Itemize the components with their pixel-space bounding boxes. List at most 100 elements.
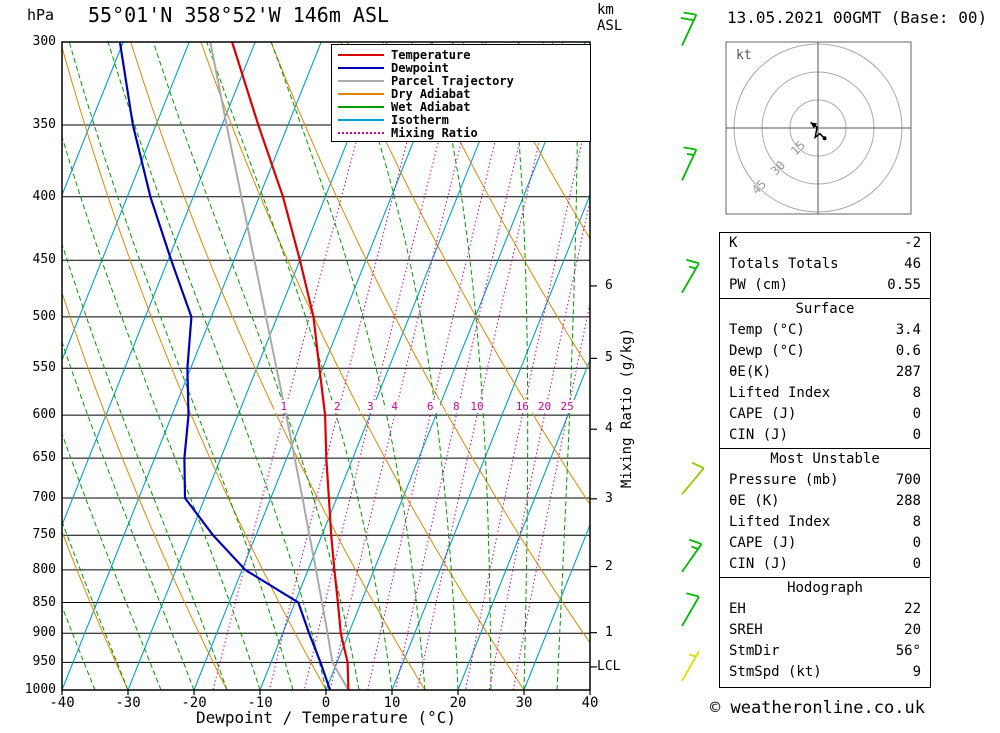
x-axis-label: Dewpoint / Temperature (°C)	[195, 708, 457, 727]
legend-item: Temperature	[332, 47, 590, 62]
stat-value: 0	[912, 427, 921, 443]
stat-row: Totals Totals 46	[720, 254, 930, 275]
stat-label: K	[729, 235, 738, 251]
legend-item: Parcel Trajectory	[332, 73, 590, 88]
stat-value: 22	[904, 601, 921, 617]
pressure-tick-label: 850	[32, 594, 56, 610]
stat-label: PW (cm)	[729, 277, 789, 293]
stat-row: Lifted Index 8	[720, 383, 930, 404]
mixing-ratio-value-label: 4	[384, 400, 405, 413]
stat-label: EH	[729, 601, 746, 617]
stat-value: 0.55	[887, 277, 921, 293]
temperature-tick-label: 0	[321, 695, 331, 711]
mixing-ratio-value-label: 20	[534, 400, 555, 413]
stat-label: θE (K)	[729, 493, 780, 509]
stat-value: 288	[895, 493, 921, 509]
stat-value: 3.4	[895, 322, 921, 338]
temperature-tick-label: -40	[49, 695, 75, 711]
pressure-tick-label: 750	[32, 527, 56, 543]
stats-box: Most Unstable Pressure (mb) 700 θE (K) 288 Li…	[719, 448, 931, 580]
isotherm-lines	[62, 42, 590, 690]
stat-label: CIN (J)	[729, 427, 789, 443]
stat-row: θE (K) 288	[720, 491, 930, 512]
legend-item-label: Dry Adiabat	[391, 86, 471, 101]
stat-value: -2	[904, 235, 921, 251]
legend-item-label: Mixing Ratio	[391, 125, 478, 140]
dewpoint-curve	[118, 42, 332, 690]
hodograph	[725, 41, 912, 215]
altitude-unit-asl: ASL	[597, 18, 623, 34]
run-datetime: 13.05.2021 00GMT (Base: 00)	[727, 8, 988, 27]
legend-line-swatch	[338, 131, 384, 134]
pressure-tick-label: 600	[32, 407, 56, 423]
stat-row: CAPE (J) 0	[720, 404, 930, 425]
pressure-tick-label: 350	[32, 116, 56, 132]
temperature-curve	[231, 42, 350, 690]
km-tick-label: 1	[605, 624, 613, 640]
pressure-tick-label: 400	[32, 188, 56, 204]
stat-row: CIN (J) 0	[720, 554, 930, 575]
legend-box: Temperature Dewpoint Parcel Trajectory Dry …	[331, 44, 591, 142]
pressure-tick-label: 450	[32, 252, 56, 268]
legend-item: Dry Adiabat	[332, 86, 590, 101]
mixing-ratio-value-label: 1	[273, 400, 294, 413]
stat-row: Pressure (mb) 700	[720, 470, 930, 491]
wind-barb-column	[680, 11, 705, 682]
stat-label: Pressure (mb)	[729, 472, 839, 488]
station-title: 55°01'N 358°52'W 146m ASL	[88, 3, 390, 27]
stat-label: Dewp (°C)	[729, 343, 805, 359]
temperature-tick-label: -10	[247, 695, 273, 711]
stat-value: 46	[904, 256, 921, 272]
legend-item-label: Dewpoint	[391, 60, 449, 75]
axis-ticks	[61, 285, 597, 695]
stat-label: Lifted Index	[729, 514, 831, 530]
legend-item-label: Temperature	[391, 47, 471, 62]
legend-line-swatch	[338, 79, 384, 82]
stat-row: StmDir 56°	[720, 641, 930, 662]
stat-row: Dewp (°C) 0.6	[720, 341, 930, 362]
legend-item-label: Isotherm	[391, 112, 449, 127]
pressure-tick-label: 550	[32, 360, 56, 376]
pressure-tick-label: 650	[32, 450, 56, 466]
legend-line-swatch	[338, 92, 384, 95]
temperature-tick-label: 30	[515, 695, 533, 711]
dry-adiabat-lines	[62, 42, 590, 690]
stat-row: StmSpd (kt) 9	[720, 662, 930, 683]
wind-barb	[681, 259, 700, 294]
stat-label: StmSpd (kt)	[729, 664, 822, 680]
stat-label: Totals Totals	[729, 256, 839, 272]
wind-barb	[681, 461, 705, 495]
wind-barb	[681, 146, 698, 181]
parcel-trajectory-curve	[209, 42, 350, 690]
pressure-gridlines	[62, 41, 590, 691]
stats-box-title: Most Unstable	[770, 451, 880, 467]
km-tick-label: 5	[605, 350, 613, 366]
pressure-tick-label: 700	[32, 490, 56, 506]
stat-value: 0.6	[895, 343, 921, 359]
km-tick-label: 4	[605, 421, 613, 437]
wind-barb	[681, 592, 700, 627]
stat-value: 9	[912, 664, 921, 680]
altitude-unit-km: km	[597, 2, 614, 18]
hodograph-unit-label: kt	[736, 48, 752, 63]
stat-row: θE(K) 287	[720, 362, 930, 383]
stat-label: θE(K)	[729, 364, 772, 380]
copyright-text: © weatheronline.co.uk	[710, 698, 925, 718]
legend-item-label: Parcel Trajectory	[391, 73, 514, 88]
mixing-ratio-axis-label: Mixing Ratio (g/kg)	[619, 327, 635, 489]
stat-row: Lifted Index 8	[720, 512, 930, 533]
legend-item-label: Wet Adiabat	[391, 99, 471, 114]
stat-label: CAPE (J)	[729, 406, 797, 422]
mixing-ratio-value-label: 16	[512, 400, 533, 413]
stat-value: 8	[912, 385, 921, 401]
mixing-ratio-value-label: 2	[327, 400, 348, 413]
stats-box: K -2 Totals Totals 46 PW (cm) 0.55	[719, 232, 931, 301]
legend-line-swatch	[338, 118, 384, 121]
stat-row: PW (cm) 0.55	[720, 275, 930, 296]
temperature-tick-label: 40	[581, 695, 599, 711]
stat-row: EH 22	[720, 599, 930, 620]
stats-box-title: Hodograph	[787, 580, 863, 596]
stat-row: CIN (J) 0	[720, 425, 930, 446]
